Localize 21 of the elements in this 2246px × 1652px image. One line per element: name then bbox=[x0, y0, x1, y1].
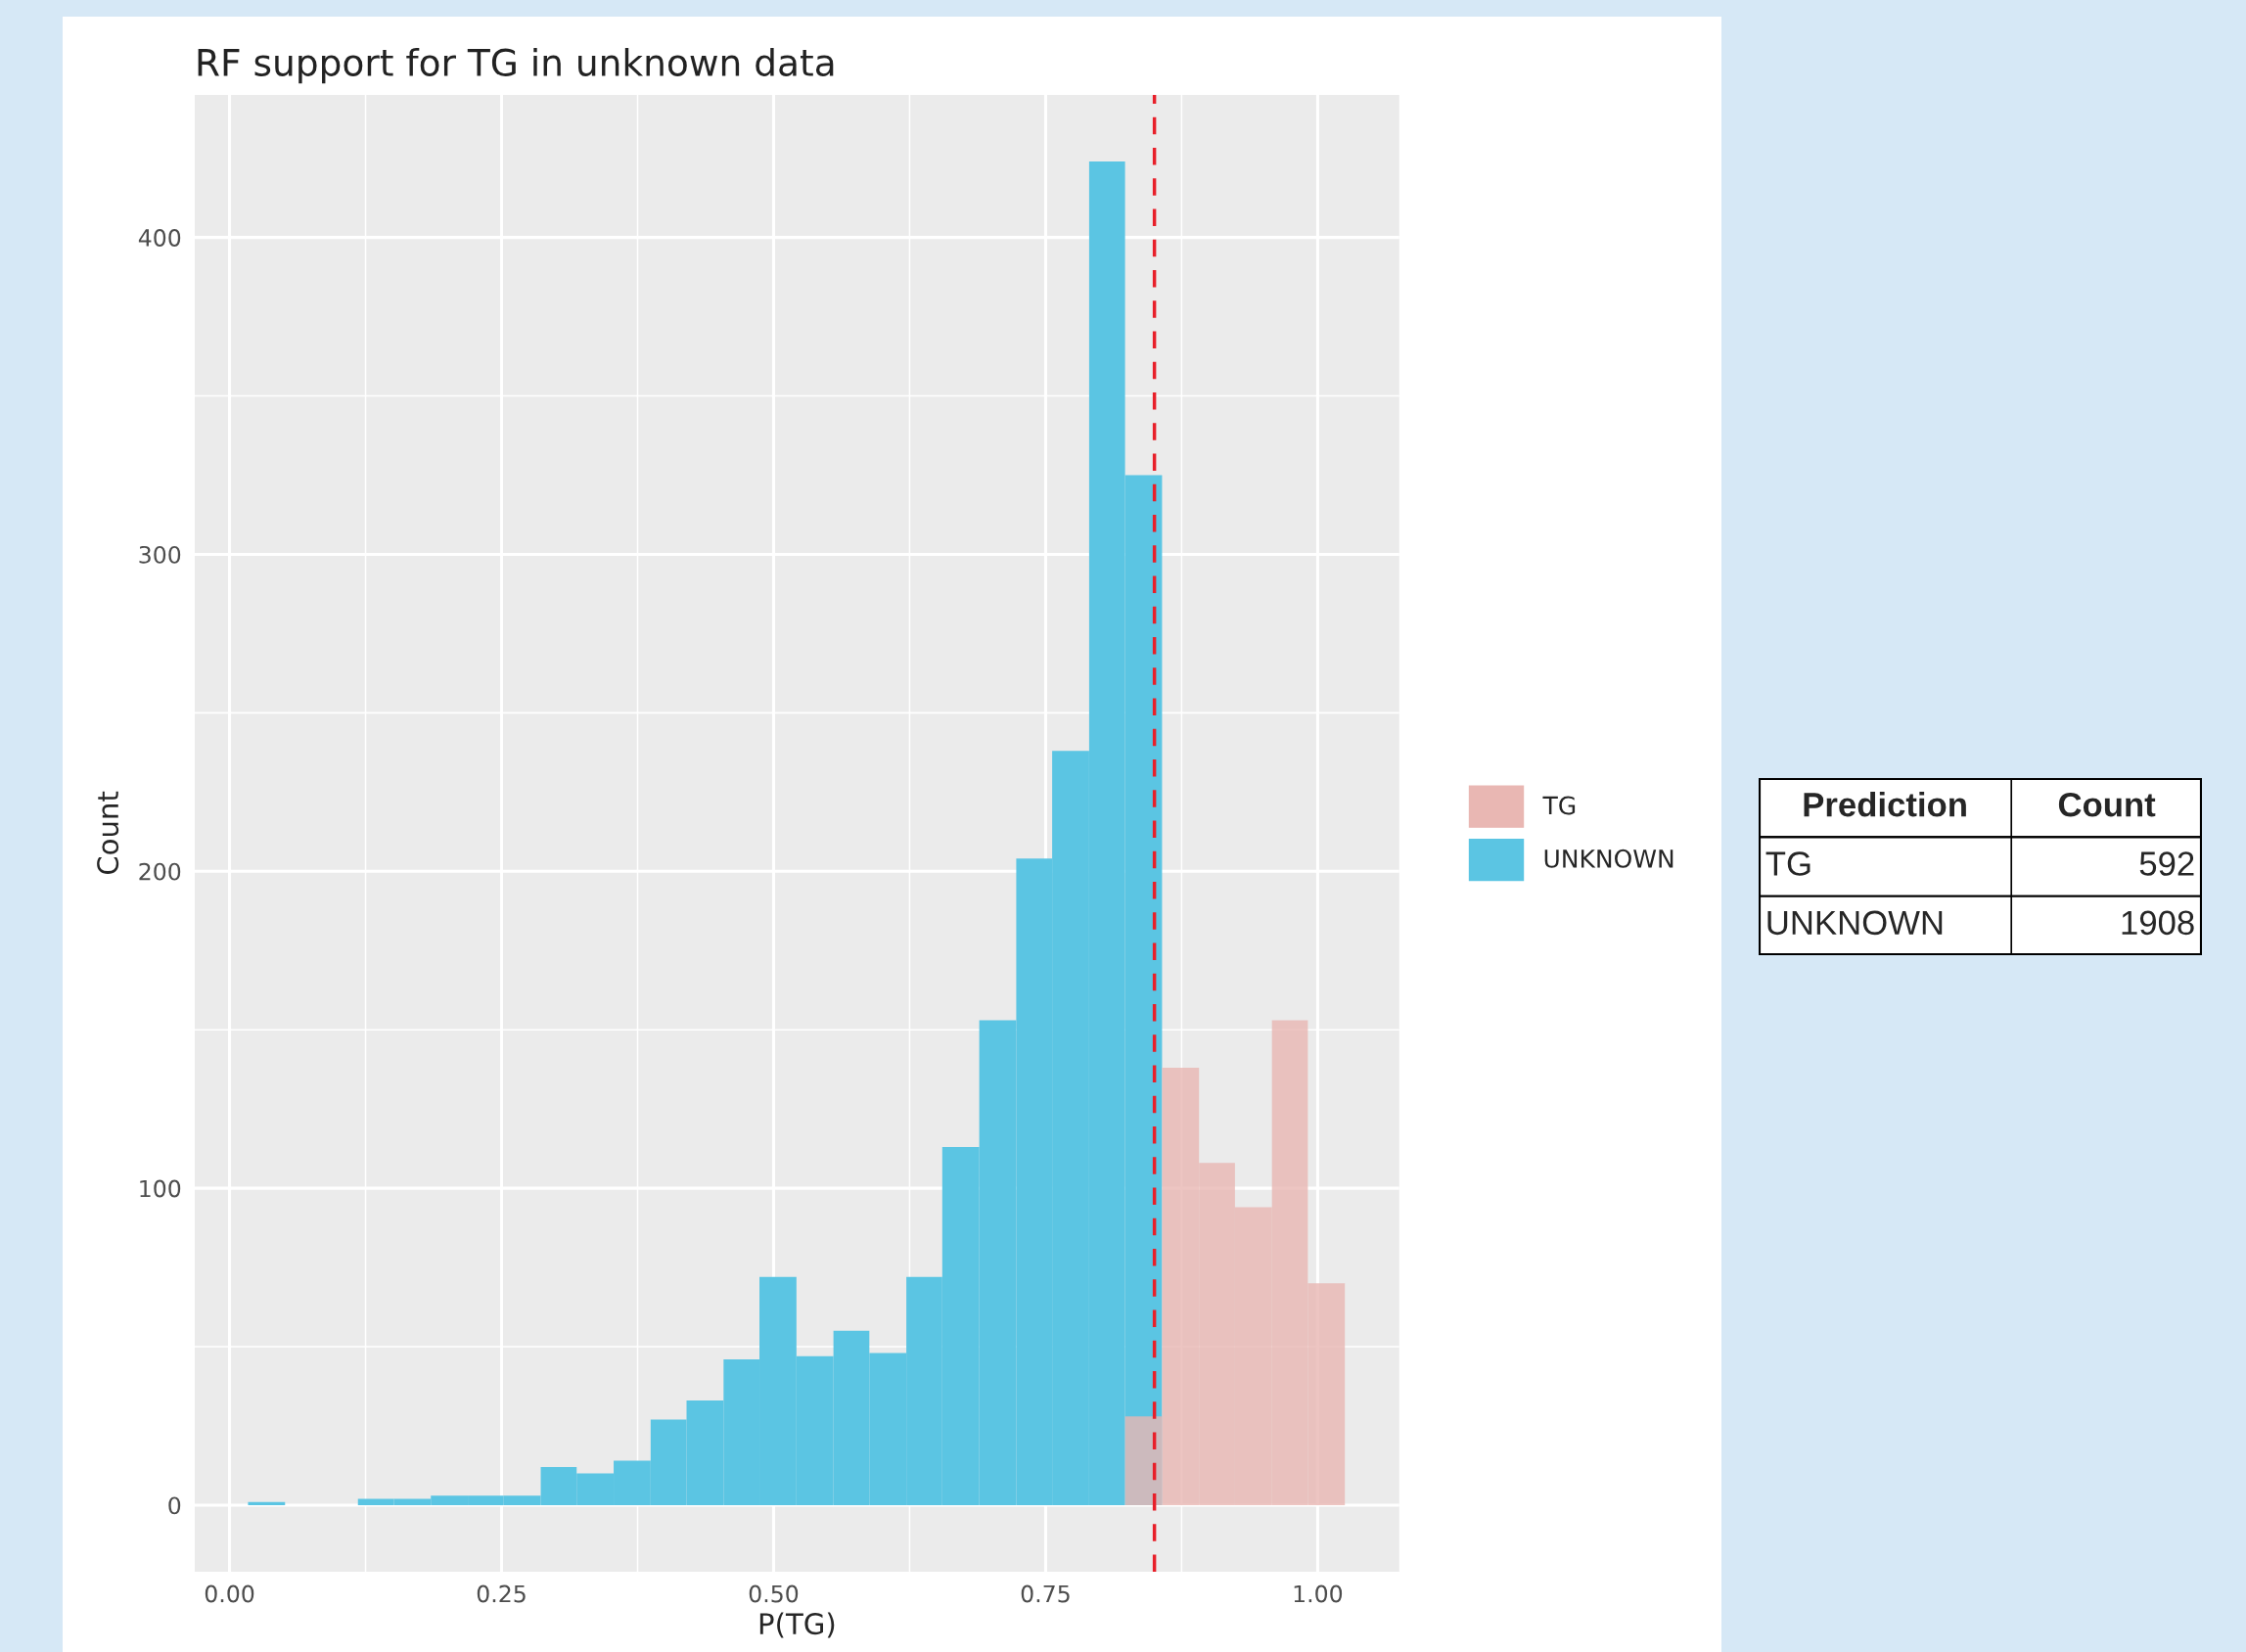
y-tick-label: 0 bbox=[168, 1496, 181, 1515]
legend-label: UNKNOWN bbox=[1544, 849, 1673, 868]
category-label: UNKNOWN bbox=[1767, 910, 1943, 936]
y-tick-label: 300 bbox=[139, 545, 181, 564]
x-tick-label: 0.75 bbox=[1021, 1584, 1070, 1603]
y-tick-label: 400 bbox=[138, 229, 181, 247]
y-tick-label: 200 bbox=[139, 862, 181, 881]
x-tick-label: 0.50 bbox=[749, 1584, 799, 1603]
legend-label: TG bbox=[1542, 796, 1576, 815]
data-label: 592 bbox=[2139, 851, 2194, 876]
text: Count bbox=[2058, 792, 2156, 817]
y-axis-title: Count bbox=[97, 791, 119, 875]
x-axis-title: P(TG) bbox=[759, 1612, 835, 1638]
chart-title: RF support for TG in unknown data bbox=[198, 47, 834, 84]
category-label: TG bbox=[1765, 851, 1811, 876]
text: Prediction bbox=[1804, 791, 1966, 817]
data-label: 1908 bbox=[2122, 910, 2194, 936]
x-tick-label: 1.00 bbox=[1294, 1584, 1343, 1603]
y-tick-label: 100 bbox=[140, 1179, 181, 1198]
x-tick-label: 0.00 bbox=[205, 1584, 254, 1603]
x-tick-label: 0.25 bbox=[477, 1584, 526, 1603]
